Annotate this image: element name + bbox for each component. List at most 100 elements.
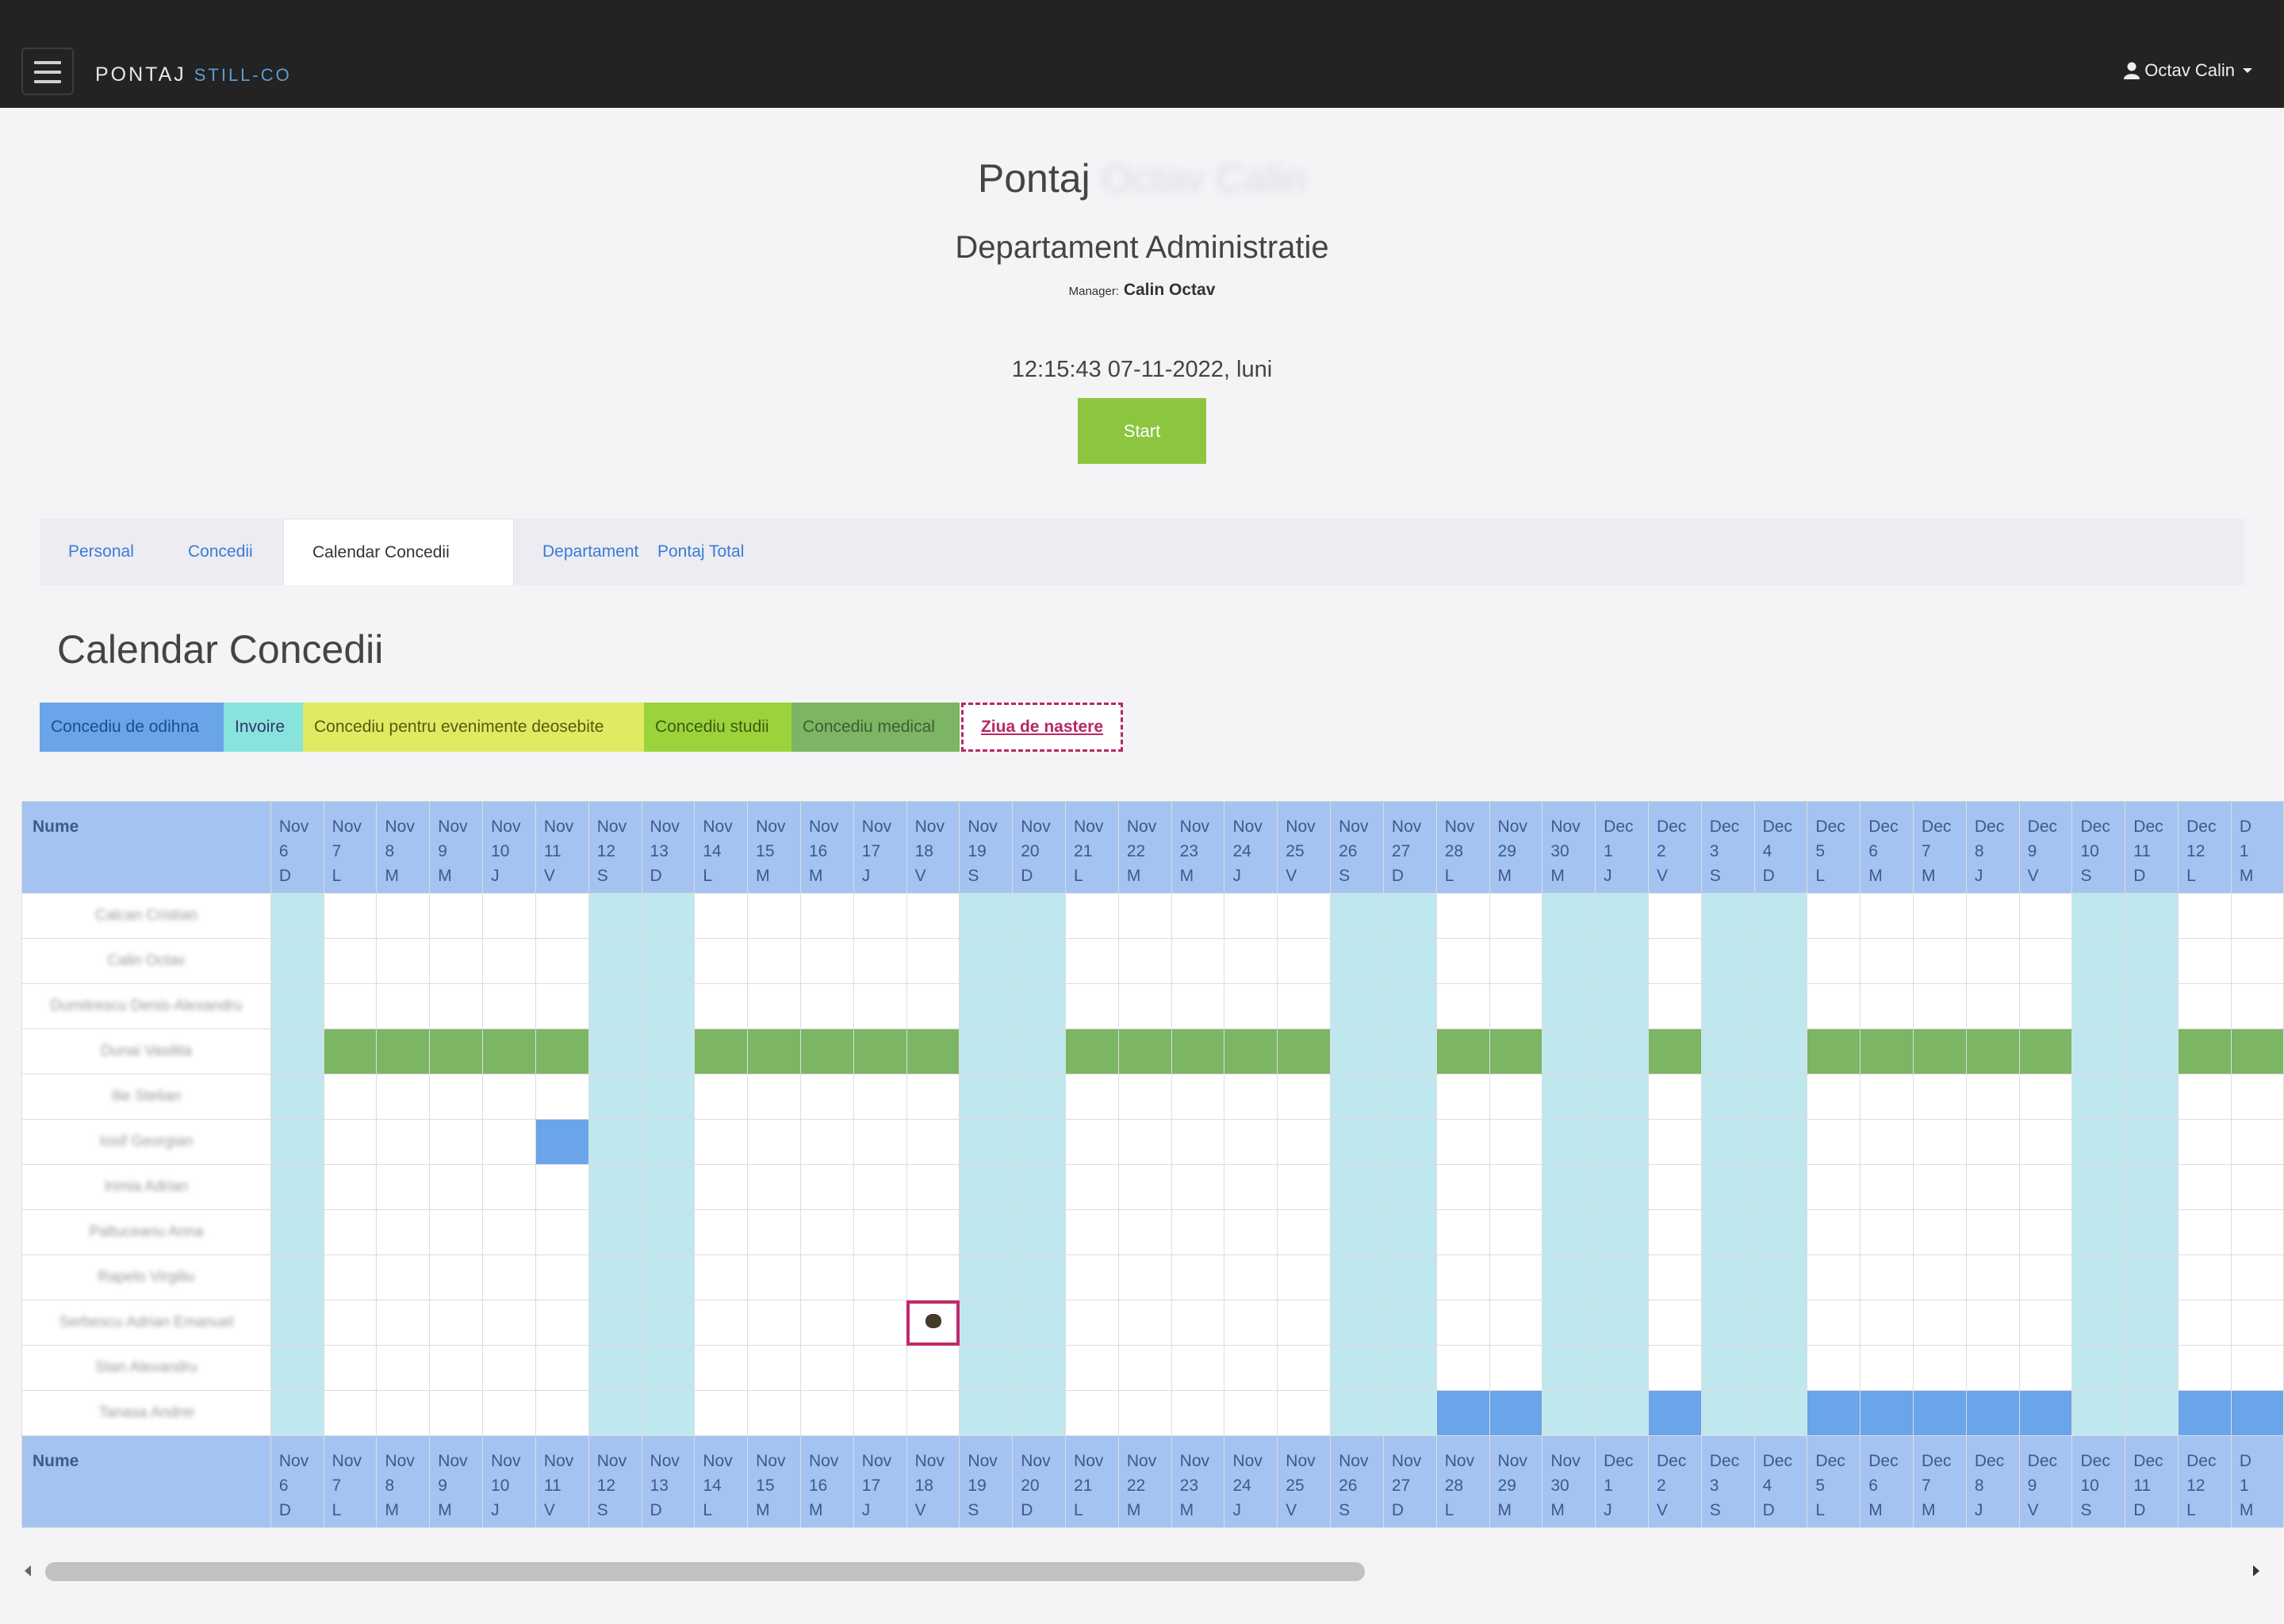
day-cell[interactable] xyxy=(535,1390,589,1436)
weekend-cell[interactable] xyxy=(1700,1254,1755,1300)
legend-ziua-de-nastere[interactable]: Ziua de nastere xyxy=(961,703,1123,752)
weekend-cell[interactable] xyxy=(1753,1028,1808,1074)
day-cell[interactable] xyxy=(535,893,589,939)
day-cell[interactable] xyxy=(2018,1300,2073,1346)
tab-concedii[interactable]: Concedii xyxy=(188,542,253,561)
weekend-cell[interactable] xyxy=(1382,893,1437,939)
day-cell[interactable] xyxy=(376,893,431,939)
day-cell[interactable] xyxy=(376,1074,431,1120)
day-cell[interactable] xyxy=(906,1209,960,1255)
day-cell[interactable] xyxy=(1435,938,1490,984)
weekend-cell[interactable] xyxy=(270,1028,324,1074)
day-cell[interactable] xyxy=(1117,1119,1172,1165)
weekend-cell[interactable] xyxy=(270,938,324,984)
weekend-cell[interactable] xyxy=(1382,1119,1437,1165)
weekend-cell[interactable] xyxy=(641,983,696,1029)
weekend-cell[interactable] xyxy=(270,1074,324,1120)
weekend-cell[interactable] xyxy=(1542,938,1596,984)
day-cell[interactable] xyxy=(1117,1209,1172,1255)
weekend-cell[interactable] xyxy=(1700,1300,1755,1346)
day-cell[interactable] xyxy=(1647,1119,1702,1165)
day-cell[interactable] xyxy=(1171,893,1225,939)
weekend-cell[interactable] xyxy=(2125,1028,2179,1074)
day-cell[interactable] xyxy=(1435,1209,1490,1255)
weekend-cell[interactable] xyxy=(1753,1119,1808,1165)
day-cell[interactable] xyxy=(1065,1390,1119,1436)
day-cell[interactable] xyxy=(799,1209,854,1255)
weekend-cell[interactable] xyxy=(1542,1345,1596,1391)
weekend-cell[interactable] xyxy=(1382,1074,1437,1120)
weekend-cell[interactable] xyxy=(1330,1164,1384,1210)
weekend-cell[interactable] xyxy=(1700,1028,1755,1074)
weekend-cell[interactable] xyxy=(2125,938,2179,984)
day-cell[interactable] xyxy=(1913,938,1967,984)
weekend-cell[interactable] xyxy=(959,1254,1014,1300)
day-cell[interactable] xyxy=(429,893,484,939)
weekend-cell[interactable] xyxy=(959,1074,1014,1120)
day-cell[interactable] xyxy=(2178,1119,2232,1165)
day-cell[interactable] xyxy=(1807,1074,1861,1120)
day-cell[interactable] xyxy=(1065,1164,1119,1210)
day-cell[interactable] xyxy=(535,1254,589,1300)
day-cell[interactable] xyxy=(1117,1390,1172,1436)
day-cell[interactable] xyxy=(1171,1209,1225,1255)
weekend-cell[interactable] xyxy=(1330,1074,1384,1120)
day-cell[interactable] xyxy=(747,983,801,1029)
weekend-cell[interactable] xyxy=(1595,893,1649,939)
day-cell[interactable] xyxy=(1117,893,1172,939)
weekend-cell[interactable] xyxy=(270,1390,324,1436)
day-cell[interactable] xyxy=(1117,1345,1172,1391)
weekend-cell[interactable] xyxy=(1382,983,1437,1029)
day-cell[interactable] xyxy=(1647,1300,1702,1346)
day-cell[interactable] xyxy=(1807,893,1861,939)
weekend-cell[interactable] xyxy=(1595,983,1649,1029)
medical-leave-cell[interactable] xyxy=(799,1028,854,1074)
day-cell[interactable] xyxy=(906,1254,960,1300)
day-cell[interactable] xyxy=(323,983,377,1029)
day-cell[interactable] xyxy=(376,1345,431,1391)
weekend-cell[interactable] xyxy=(1595,1119,1649,1165)
weekend-cell[interactable] xyxy=(1753,983,1808,1029)
day-cell[interactable] xyxy=(2018,938,2073,984)
day-cell[interactable] xyxy=(694,1390,749,1436)
day-cell[interactable] xyxy=(1913,1164,1967,1210)
day-cell[interactable] xyxy=(747,1254,801,1300)
tab-personal[interactable]: Personal xyxy=(68,542,134,561)
day-cell[interactable] xyxy=(535,938,589,984)
day-cell[interactable] xyxy=(1489,1254,1543,1300)
day-cell[interactable] xyxy=(1277,1345,1332,1391)
vacation-leave-cell[interactable] xyxy=(535,1119,589,1165)
weekend-cell[interactable] xyxy=(270,1119,324,1165)
weekend-cell[interactable] xyxy=(1382,938,1437,984)
day-cell[interactable] xyxy=(1224,938,1278,984)
day-cell[interactable] xyxy=(747,1390,801,1436)
day-cell[interactable] xyxy=(2230,1345,2284,1391)
day-cell[interactable] xyxy=(1647,1074,1702,1120)
day-cell[interactable] xyxy=(694,1164,749,1210)
day-cell[interactable] xyxy=(535,1074,589,1120)
day-cell[interactable] xyxy=(2230,1300,2284,1346)
day-cell[interactable] xyxy=(1647,893,1702,939)
medical-leave-cell[interactable] xyxy=(1117,1028,1172,1074)
weekend-cell[interactable] xyxy=(1542,1164,1596,1210)
weekend-cell[interactable] xyxy=(1700,1119,1755,1165)
day-cell[interactable] xyxy=(1117,1254,1172,1300)
weekend-cell[interactable] xyxy=(1753,1254,1808,1300)
day-cell[interactable] xyxy=(1277,983,1332,1029)
day-cell[interactable] xyxy=(1117,1074,1172,1120)
day-cell[interactable] xyxy=(376,1390,431,1436)
medical-leave-cell[interactable] xyxy=(2178,1028,2232,1074)
start-button[interactable]: Start xyxy=(1078,398,1206,464)
day-cell[interactable] xyxy=(1807,1254,1861,1300)
day-cell[interactable] xyxy=(1807,1164,1861,1210)
weekend-cell[interactable] xyxy=(588,1074,642,1120)
day-cell[interactable] xyxy=(376,938,431,984)
day-cell[interactable] xyxy=(853,1074,907,1120)
day-cell[interactable] xyxy=(482,893,536,939)
day-cell[interactable] xyxy=(799,1300,854,1346)
day-cell[interactable] xyxy=(1277,1119,1332,1165)
weekend-cell[interactable] xyxy=(588,983,642,1029)
day-cell[interactable] xyxy=(1435,1254,1490,1300)
medical-leave-cell[interactable] xyxy=(1224,1028,1278,1074)
vacation-leave-cell[interactable] xyxy=(1489,1390,1543,1436)
